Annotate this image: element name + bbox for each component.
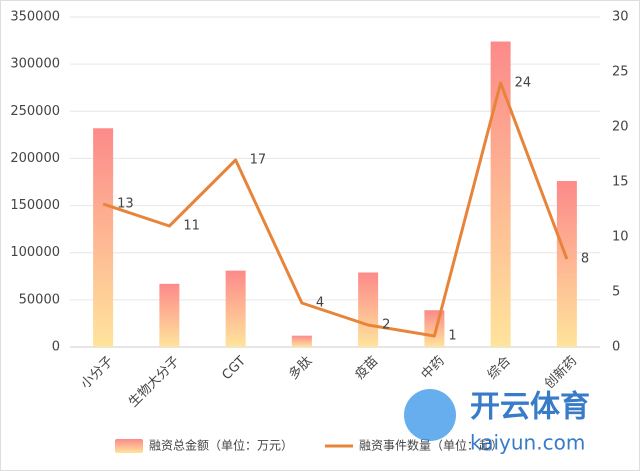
y-tick-label: 300000 [10, 57, 60, 72]
y-tick-label: 350000 [10, 10, 60, 25]
data-label: 11 [183, 219, 200, 234]
watermark-url: kaiyun.com [470, 431, 585, 455]
line [102, 81, 569, 338]
y2-tick-label: 15 [612, 175, 629, 190]
bar [159, 283, 180, 347]
x-tick-label: 多肽 [285, 353, 315, 383]
data-label: 1 [448, 329, 456, 344]
bar [490, 41, 511, 348]
data-label: 4 [316, 296, 324, 311]
x-tick-label: 创新药 [541, 353, 580, 392]
data-label: 13 [117, 197, 134, 212]
y-tick-label: 0 [52, 340, 60, 355]
y2-tick-label: 30 [612, 10, 629, 25]
y2-tick-label: 5 [612, 285, 620, 300]
legend-label: 融资事件数量（单位：起） [359, 438, 503, 453]
x-tick-label: 生物大分子 [126, 354, 183, 411]
bar [93, 128, 114, 347]
bar [225, 270, 246, 347]
x-tick-label: 综合 [485, 354, 514, 383]
y-tick-label: 150000 [10, 198, 60, 213]
x-tick-label: 中药 [419, 354, 448, 383]
legend-swatch [115, 439, 143, 453]
legend-label: 融资总金额（单位：万元） [149, 438, 293, 453]
y2-tick-label: 0 [612, 340, 620, 355]
x-tick-label: 小分子 [78, 354, 116, 392]
y-tick-label: 100000 [10, 245, 60, 260]
y2-tick-label: 25 [612, 65, 629, 80]
y2-tick-label: 10 [612, 230, 629, 245]
bar [556, 181, 577, 347]
y-tick-label: 250000 [10, 104, 60, 119]
watermark-logo [404, 389, 456, 441]
watermark: 开云体育 kaiyun.com [404, 389, 590, 455]
data-label: 2 [382, 318, 390, 333]
data-label: 17 [250, 153, 267, 168]
bar [358, 272, 379, 347]
bar [291, 335, 312, 347]
y-tick-label: 50000 [19, 292, 60, 307]
x-tick-label: 疫苗 [352, 353, 382, 383]
data-label: 8 [581, 252, 589, 267]
y2-tick-label: 20 [612, 120, 629, 135]
data-label: 24 [515, 76, 532, 91]
y-tick-label: 200000 [10, 151, 60, 166]
watermark-title: 开云体育 [470, 390, 590, 425]
bar [424, 310, 445, 347]
x-tick-label: CGT [219, 354, 248, 383]
